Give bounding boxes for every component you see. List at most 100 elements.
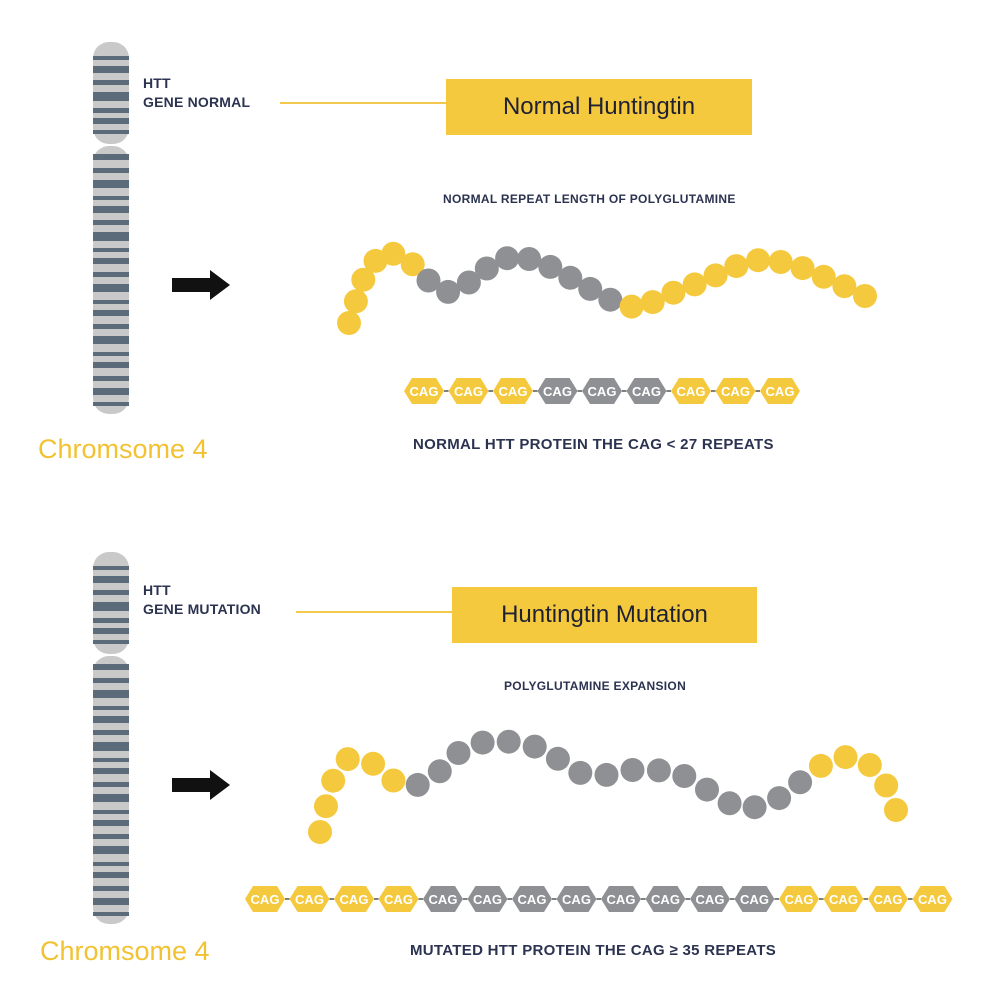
- chromosome-4: [93, 552, 129, 924]
- codon-hexagon: [582, 378, 622, 404]
- cag-codon: CAG: [512, 886, 557, 912]
- chromosome-band: [93, 376, 129, 381]
- gene-label-line2: GENE NORMAL: [143, 94, 251, 110]
- glutamine-bead-gray: [578, 276, 603, 301]
- cag-codon: CAG: [671, 378, 716, 404]
- cag-codon: CAG: [245, 886, 290, 912]
- glutamine-bead-gray: [446, 741, 471, 765]
- right-arrow-icon: [172, 270, 230, 300]
- codon-hexagon: [493, 378, 533, 404]
- codon-hexagon: [715, 378, 756, 404]
- chromosome-band: [93, 168, 129, 173]
- amino-bead-yellow: [746, 248, 771, 273]
- glutamine-bead-gray: [495, 246, 520, 271]
- codon-label: CAG: [410, 384, 439, 399]
- repeat-caption: NORMAL HTT PROTEIN THE CAG < 27 REPEATS: [413, 436, 774, 453]
- chromosome-band: [93, 300, 129, 304]
- chromosome-band: [93, 898, 129, 905]
- chromosome-band: [93, 846, 129, 854]
- chromosome-band: [93, 716, 129, 723]
- codon-hexagon: [734, 886, 775, 912]
- codon-label: CAG: [384, 892, 413, 907]
- glutamine-bead-gray: [474, 256, 499, 281]
- chromosome-label: Chromsome 4: [40, 936, 210, 966]
- chromosome-band: [93, 834, 129, 839]
- amino-bead-yellow: [808, 753, 833, 778]
- codon-label: CAG: [454, 384, 483, 399]
- amino-bead-yellow: [335, 747, 360, 772]
- cag-codon: CAG: [556, 886, 601, 912]
- codon-hexagon: [245, 886, 285, 912]
- subtitle: NORMAL REPEAT LENGTH OF POLYGLUTAMINE: [443, 192, 736, 206]
- amino-bead-yellow: [811, 264, 836, 289]
- amino-bead-yellow: [308, 820, 332, 844]
- amino-bead-yellow: [321, 768, 346, 793]
- cag-codon: CAG: [645, 886, 690, 912]
- chromosome-band: [93, 678, 129, 683]
- amino-bead-yellow: [351, 267, 376, 292]
- glutamine-bead-gray: [742, 795, 767, 820]
- codon-hexagon: [512, 886, 552, 912]
- cag-codon: CAG: [734, 886, 779, 912]
- codon-hexagon: [556, 886, 597, 912]
- glutamine-bead-gray: [427, 759, 452, 784]
- codon-hexagon: [334, 886, 374, 912]
- codon-hexagon: [404, 378, 444, 404]
- codon-label: CAG: [251, 892, 280, 907]
- cag-codon: CAG: [601, 886, 646, 912]
- chromosome-band: [93, 196, 129, 200]
- codon-label: CAG: [588, 384, 617, 399]
- glutamine-bead-gray: [717, 791, 742, 816]
- cag-codon: CAG: [823, 886, 868, 912]
- chromosome-4: [93, 42, 129, 414]
- glutamine-bead-gray: [767, 786, 792, 811]
- gene-label: HTT GENE NORMAL: [143, 74, 250, 112]
- chromosome-band: [93, 628, 129, 634]
- chromosome-band: [93, 272, 129, 277]
- codon-label: CAG: [740, 892, 769, 907]
- codon-label: CAG: [874, 892, 903, 907]
- amino-bead-yellow: [857, 753, 882, 777]
- glutamine-bead-gray: [405, 772, 430, 797]
- chromosome-band: [93, 352, 129, 356]
- gene-label: HTT GENE MUTATION: [143, 581, 261, 619]
- amino-bead-yellow: [682, 272, 707, 297]
- chromosome-band: [93, 912, 129, 916]
- cag-codon: CAG: [467, 886, 512, 912]
- glutamine-bead-gray: [470, 730, 495, 755]
- chromosome-band: [93, 872, 129, 878]
- codon-hexagon: [779, 886, 819, 912]
- codon-label: CAG: [696, 892, 725, 907]
- codon-label: CAG: [607, 892, 636, 907]
- codon-hexagon: [289, 886, 330, 912]
- polyglutamine-chain: [308, 729, 908, 844]
- glutamine-bead-gray: [416, 268, 441, 293]
- gene-label-line1: HTT: [143, 582, 171, 598]
- amino-bead-yellow: [314, 794, 338, 819]
- amino-bead-yellow: [833, 745, 858, 770]
- cag-codon: CAG: [760, 378, 800, 404]
- cag-codon: CAG: [912, 886, 953, 912]
- glutamine-bead-gray: [672, 764, 697, 788]
- codon-label: CAG: [429, 892, 458, 907]
- codon-hexagon: [537, 378, 578, 404]
- polyglutamine-chain: [337, 241, 877, 335]
- amino-bead-yellow: [832, 274, 857, 299]
- chromosome-band: [93, 768, 129, 774]
- protein-title-box: Normal Huntingtin: [446, 79, 752, 135]
- repeat-caption: MUTATED HTT PROTEIN THE CAG ≥ 35 REPEATS: [410, 942, 777, 959]
- amino-bead-yellow: [343, 289, 368, 314]
- codon-hexagon: [448, 378, 489, 404]
- cag-codon: CAG: [404, 378, 449, 404]
- amino-bead-yellow: [853, 284, 877, 308]
- amino-bead-yellow: [619, 294, 644, 319]
- glutamine-bead-gray: [594, 762, 619, 787]
- chromosome-label: Chromsome 4: [38, 434, 208, 464]
- normal-panel: HTT GENE NORMAL Normal Huntingtin NORMAL…: [38, 42, 877, 464]
- chromosome-band: [93, 154, 129, 160]
- amino-bead-yellow: [703, 263, 728, 288]
- amino-bead-yellow: [361, 751, 386, 776]
- codon-label: CAG: [918, 892, 947, 907]
- codon-label: CAG: [785, 892, 814, 907]
- amino-bead-yellow: [724, 254, 749, 279]
